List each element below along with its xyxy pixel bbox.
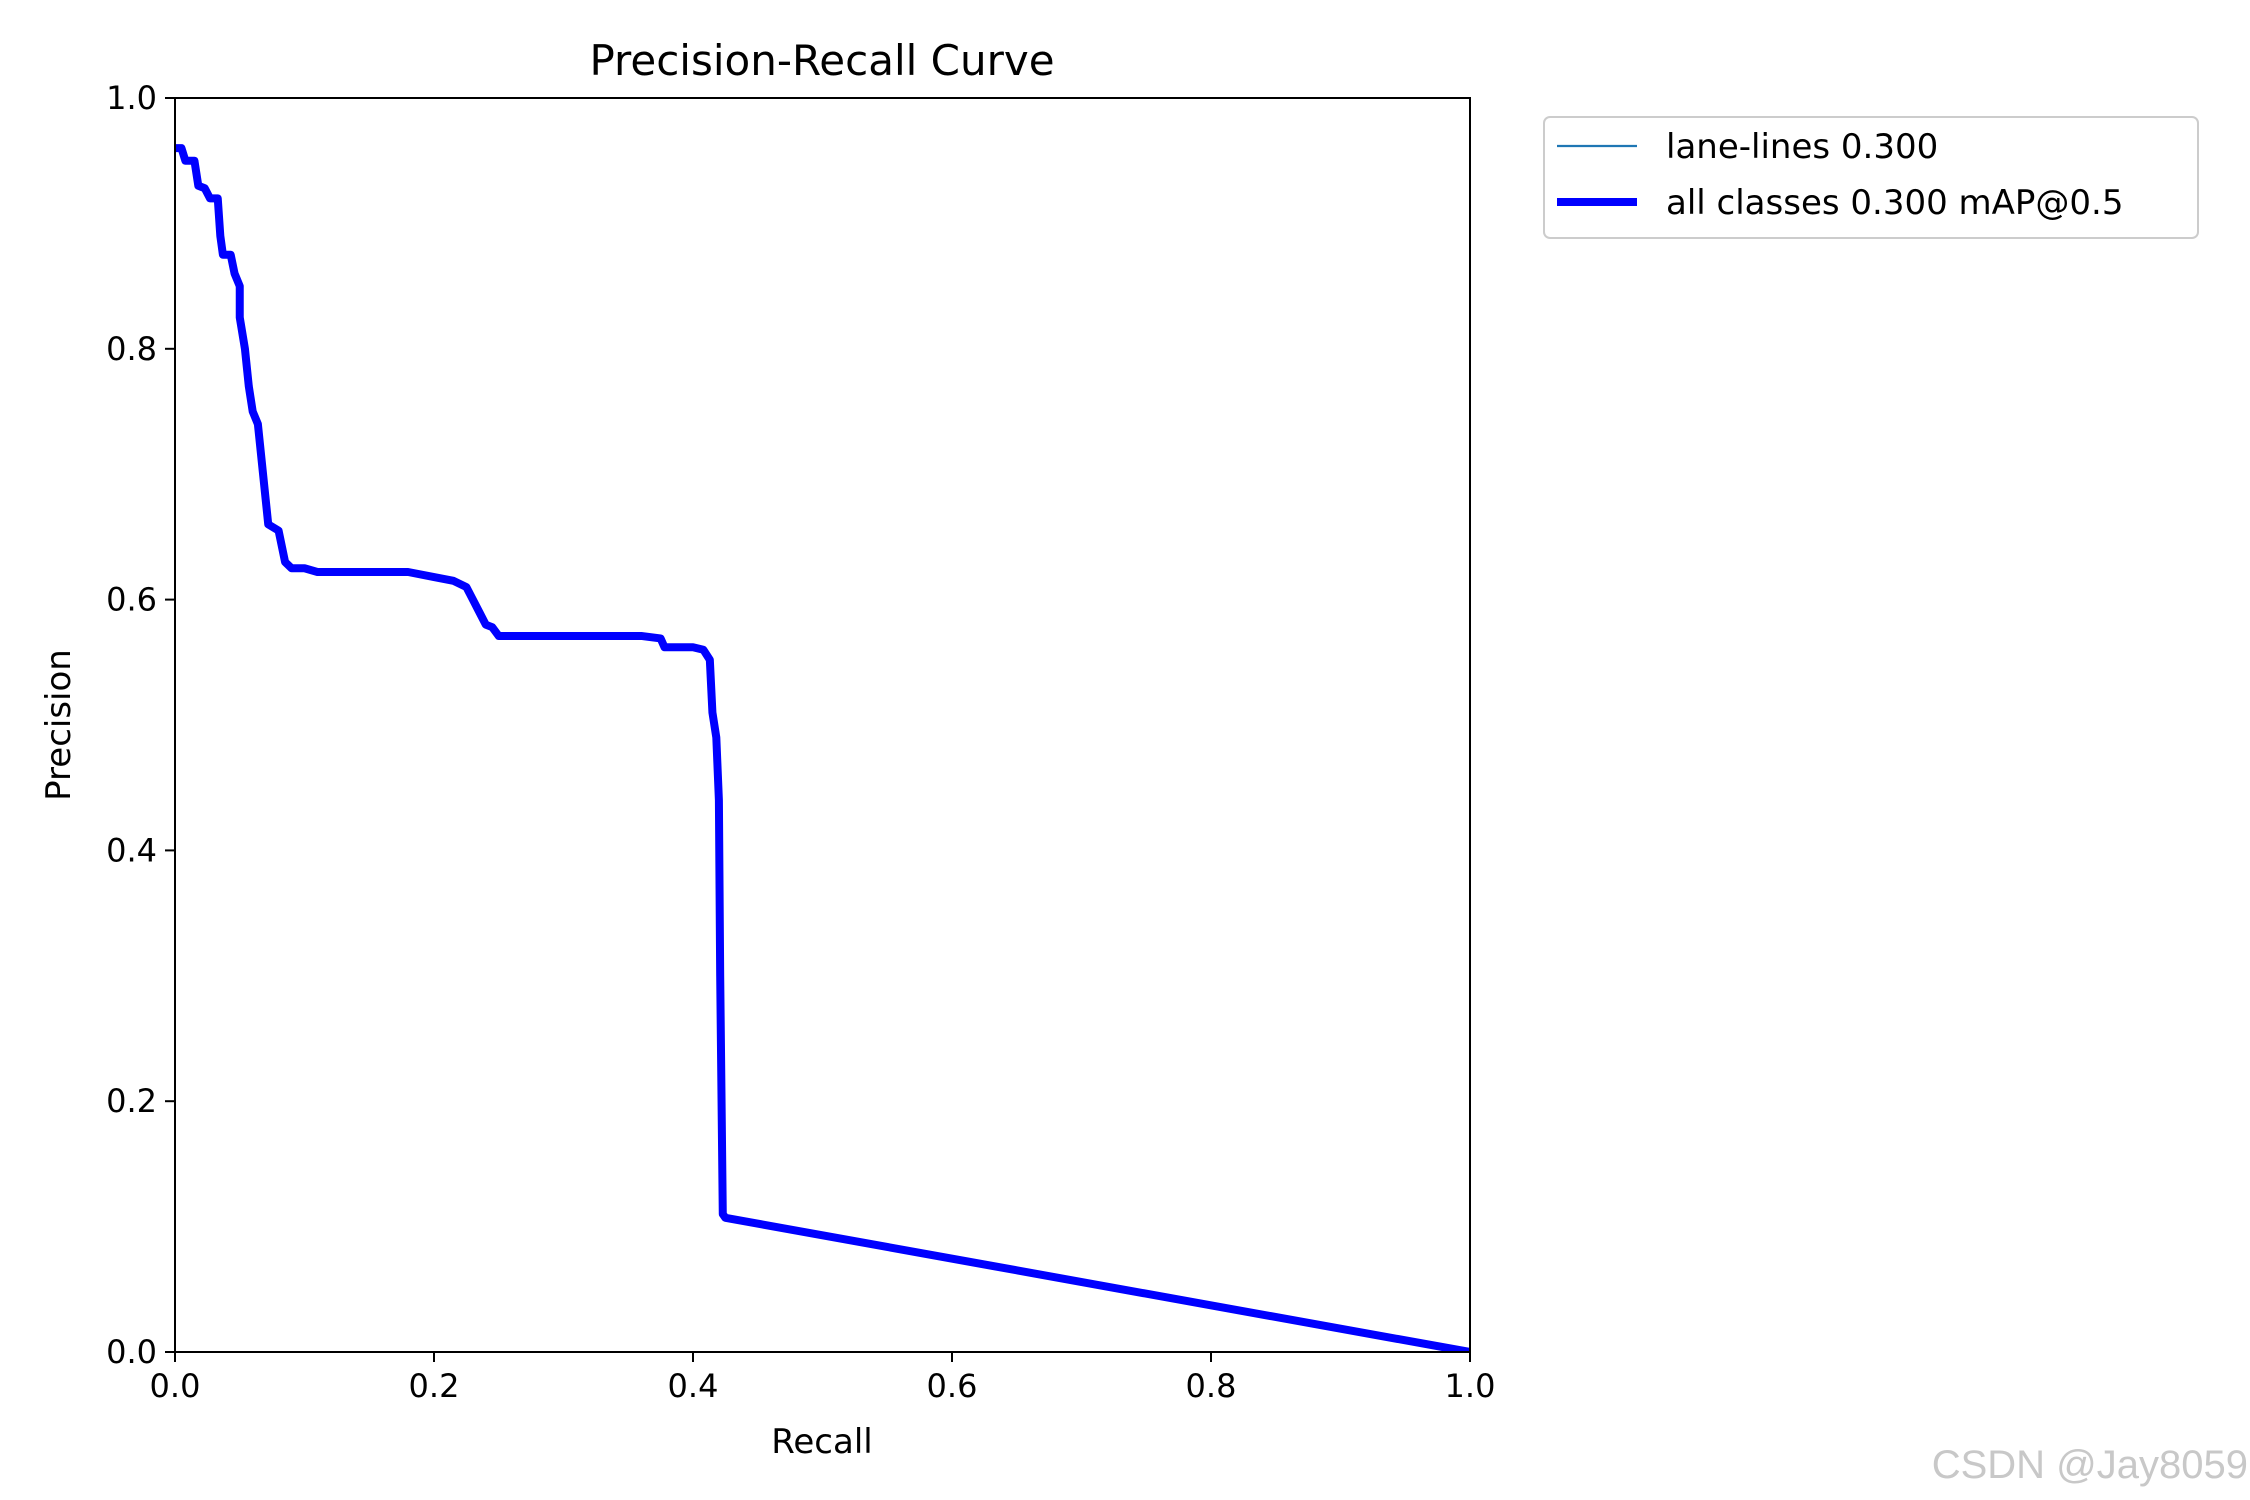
chart-title: Precision-Recall Curve — [589, 36, 1054, 85]
watermark: CSDN @Jay8059 — [1932, 1443, 2248, 1487]
y-tick-label: 0.0 — [106, 1333, 157, 1371]
y-tick-label: 1.0 — [106, 79, 157, 117]
series-line-all-classes — [175, 144, 1470, 1352]
x-axis-ticks: 0.0 0.2 0.4 0.6 0.8 1.0 — [150, 1352, 1496, 1405]
y-tick-label: 0.8 — [106, 330, 157, 368]
y-axis-label: Precision — [39, 649, 79, 801]
x-tick-label: 0.2 — [409, 1367, 460, 1405]
x-tick-label: 1.0 — [1445, 1367, 1496, 1405]
plot-frame — [174, 97, 1471, 1353]
legend: lane-lines 0.300 all classes 0.300 mAP@0… — [1543, 116, 2199, 239]
x-tick-label: 0.4 — [668, 1367, 719, 1405]
series-layer — [175, 144, 1470, 1352]
y-tick-label: 0.4 — [106, 831, 157, 869]
legend-label-lane-lines: lane-lines 0.300 — [1666, 127, 1938, 167]
x-tick-label: 0.8 — [1186, 1367, 1237, 1405]
x-axis-label: Recall — [771, 1422, 872, 1462]
x-tick-label: 0.0 — [150, 1367, 201, 1405]
legend-box — [1543, 116, 2199, 239]
y-tick-label: 0.6 — [106, 581, 157, 619]
x-tick-label: 0.6 — [927, 1367, 978, 1405]
legend-label-all-classes: all classes 0.300 mAP@0.5 — [1666, 183, 2123, 223]
y-axis-ticks: 0.0 0.2 0.4 0.6 0.8 1.0 — [106, 79, 175, 1371]
y-tick-label: 0.2 — [106, 1082, 157, 1120]
